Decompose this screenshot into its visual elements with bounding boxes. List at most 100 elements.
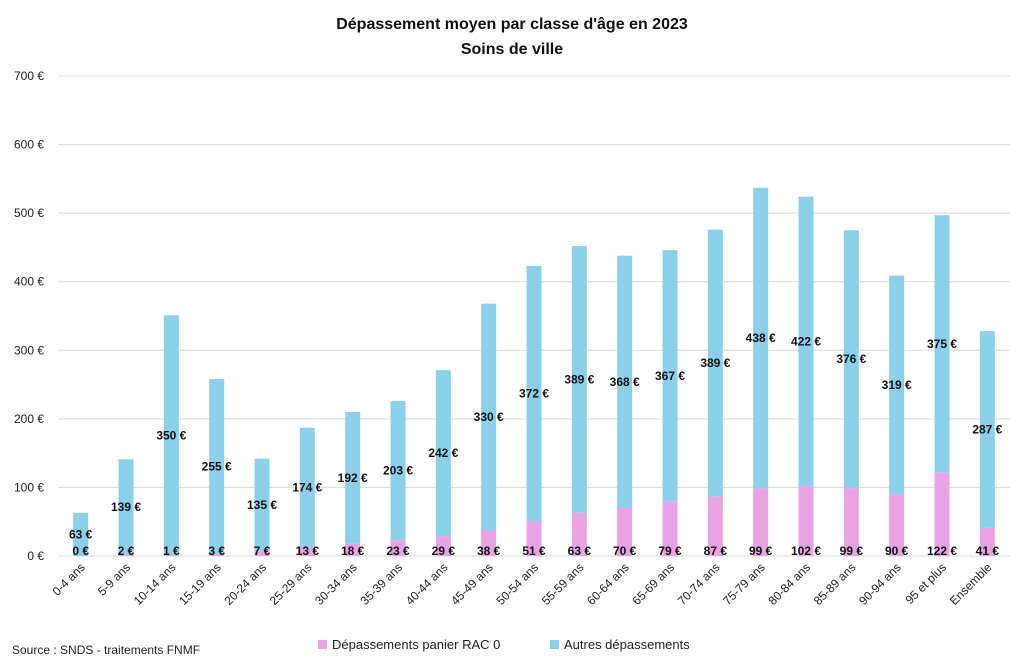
x-tick-label: 90-94 ans [856, 560, 904, 608]
bar-rac0 [390, 540, 406, 556]
x-tick-label: 40-44 ans [403, 560, 451, 608]
legend-swatch-rac0 [318, 640, 327, 649]
bar-autres [118, 459, 134, 555]
bar-autres [934, 215, 950, 473]
bar-rac0 [571, 512, 587, 556]
data-label-autres: 389 € [564, 372, 594, 386]
legend-label-rac0: Dépassements panier RAC 0 [332, 637, 500, 652]
data-label-rac0: 0 € [72, 544, 89, 558]
bar-rac0 [617, 508, 633, 556]
x-tick-label: 95 et plus [902, 560, 949, 607]
data-labels: 0 € 63 € 2 € 139 € 1 € 350 € 3 € 255 € 7 € 135 € 1… [69, 331, 1003, 558]
bar-autres [299, 427, 315, 548]
bar-autres [617, 255, 633, 508]
x-tick-label: 25-29 ans [267, 560, 315, 608]
bar-rac0 [662, 501, 678, 556]
data-label-rac0: 87 € [704, 544, 728, 558]
bar-rac0 [526, 521, 542, 556]
bar-autres [979, 331, 995, 528]
data-label-rac0: 70 € [613, 544, 637, 558]
bar-rac0 [934, 472, 950, 556]
bar-autres [662, 250, 678, 502]
bar-rac0 [753, 488, 769, 556]
bar-rac0 [481, 529, 497, 556]
data-label-rac0: 7 € [254, 544, 271, 558]
bar-autres [481, 303, 497, 530]
data-label-rac0: 23 € [386, 544, 410, 558]
bar-autres [435, 370, 451, 537]
y-tick-label: 500 € [14, 206, 44, 220]
data-label-autres: 192 € [338, 471, 368, 485]
y-tick-label: 400 € [14, 275, 44, 289]
data-label-rac0: 41 € [976, 544, 1000, 558]
data-label-autres: 367 € [655, 369, 685, 383]
data-label-rac0: 51 € [522, 544, 546, 558]
data-label-autres: 203 € [383, 464, 413, 478]
x-tick-label: 80-84 ans [765, 560, 813, 608]
data-label-rac0: 122 € [927, 544, 957, 558]
x-tick-label: 15-19 ans [176, 560, 224, 608]
bar-autres [753, 187, 769, 489]
data-label-rac0: 99 € [749, 544, 773, 558]
x-tick-label: 60-64 ans [584, 560, 632, 608]
y-tick-label: 300 € [14, 343, 44, 357]
data-label-rac0: 29 € [432, 544, 456, 558]
data-label-autres: 422 € [791, 334, 821, 348]
data-label-rac0: 13 € [296, 544, 320, 558]
data-label-autres: 319 € [882, 378, 912, 392]
data-label-autres: 330 € [474, 410, 504, 424]
bar-autres [889, 275, 905, 495]
x-tick-label: 0-4 ans [50, 560, 88, 598]
bar-autres [526, 265, 542, 522]
x-tick-label: 5-9 ans [95, 560, 133, 598]
data-label-autres: 350 € [156, 428, 186, 442]
bar-autres [798, 196, 814, 487]
source-note: Source : SNDS - traitements FNMF [12, 643, 200, 657]
bar-autres [254, 458, 270, 552]
data-label-autres: 368 € [610, 375, 640, 389]
y-tick-label: 700 € [14, 69, 44, 83]
bar-rac0 [163, 555, 179, 556]
x-tick-label: 50-54 ans [493, 560, 541, 608]
x-tick-label: 70-74 ans [675, 560, 723, 608]
data-label-autres: 174 € [292, 480, 322, 494]
x-tick-label: 20-24 ans [221, 560, 269, 608]
data-label-rac0: 90 € [885, 544, 909, 558]
bar-rac0 [798, 486, 814, 556]
x-tick-label: 85-89 ans [811, 560, 859, 608]
bar-autres [707, 229, 723, 497]
data-label-autres: 242 € [428, 446, 458, 460]
y-axis: 0 € 100 € 200 € 300 € 400 € 500 € 600 € 700 € [14, 69, 44, 563]
data-label-autres: 287 € [972, 422, 1002, 436]
bar-autres [73, 512, 89, 556]
data-label-rac0: 63 € [568, 544, 592, 558]
data-label-rac0: 1 € [163, 544, 180, 558]
x-tick-label: 75-79 ans [720, 560, 768, 608]
bar-rac0 [299, 547, 315, 556]
data-label-rac0: 18 € [341, 544, 365, 558]
bar-autres [163, 315, 179, 556]
data-label-rac0: 3 € [208, 544, 225, 558]
bar-rac0 [345, 543, 361, 556]
x-tick-label: 45-49 ans [448, 560, 496, 608]
data-label-autres: 372 € [519, 386, 549, 400]
y-tick-label: 100 € [14, 480, 44, 494]
bar-autres [571, 246, 587, 513]
bar-rac0 [979, 527, 995, 556]
data-label-rac0: 2 € [118, 544, 135, 558]
bar-rac0 [889, 494, 905, 556]
legend-label-autres: Autres dépassements [564, 637, 690, 652]
data-label-autres: 63 € [69, 527, 93, 541]
bar-rac0 [209, 553, 225, 556]
y-tick-label: 200 € [14, 412, 44, 426]
data-label-autres: 135 € [247, 498, 277, 512]
bar-rac0 [118, 554, 134, 556]
data-label-autres: 438 € [746, 331, 776, 345]
bars [73, 187, 995, 556]
chart-subtitle: Soins de ville [461, 41, 563, 58]
x-tick-label: 35-39 ans [357, 560, 405, 608]
x-tick-label: 10-14 ans [131, 560, 179, 608]
data-label-autres: 375 € [927, 337, 957, 351]
x-tick-label: 65-69 ans [629, 560, 677, 608]
